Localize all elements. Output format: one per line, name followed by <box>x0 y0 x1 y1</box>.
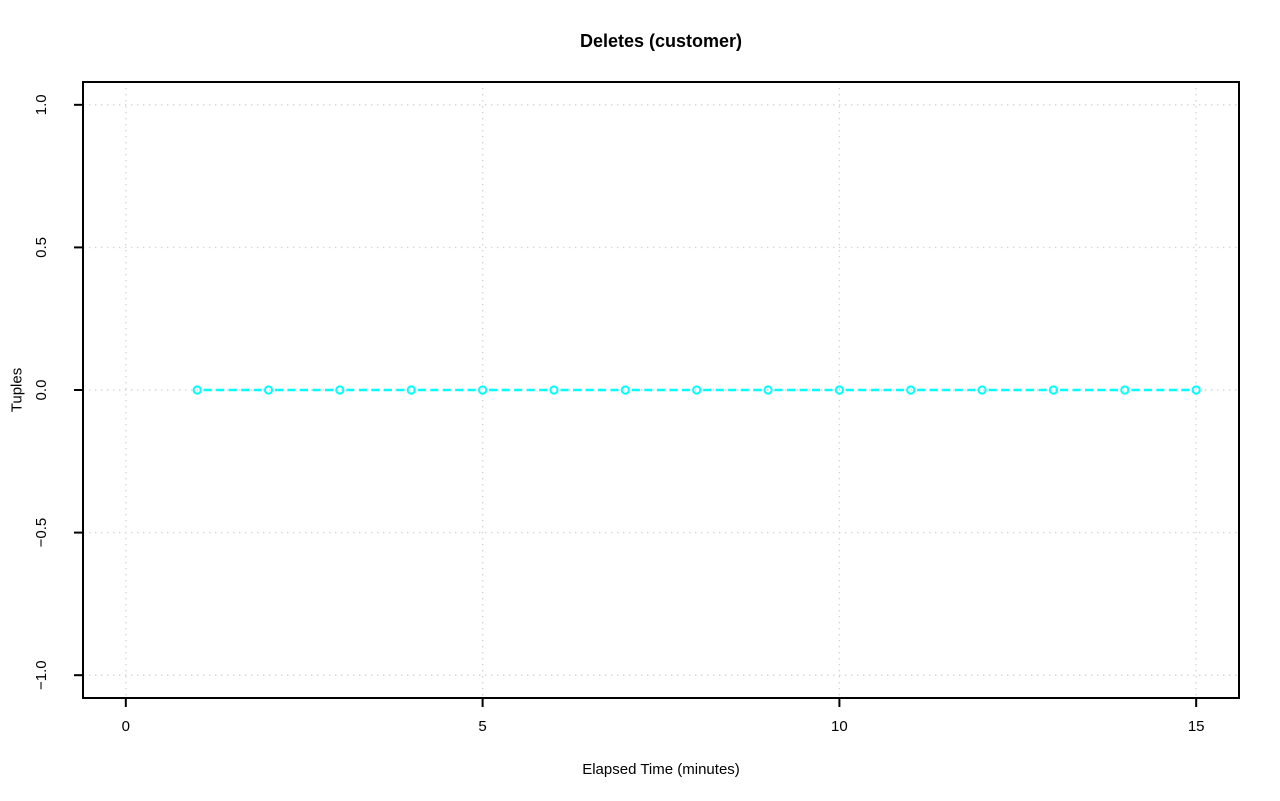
y-tick-label: 0.0 <box>33 380 50 401</box>
x-axis-label: Elapsed Time (minutes) <box>582 761 740 778</box>
y-tick-label: 1.0 <box>33 94 50 115</box>
data-point <box>1048 385 1059 395</box>
data-point <box>620 385 630 395</box>
y-axis-label: Tuples <box>8 367 26 413</box>
y-tick-label: −0.5 <box>33 518 50 548</box>
data-point <box>549 385 559 395</box>
data-point <box>977 385 987 395</box>
data-point <box>1120 385 1130 395</box>
x-tick-label: 10 <box>831 718 848 735</box>
data-point <box>763 385 773 395</box>
plot-box <box>82 81 1240 699</box>
data-point <box>834 385 844 395</box>
data-point <box>1191 385 1201 395</box>
y-tick-label: 0.5 <box>33 237 50 258</box>
y-tick-label: −1.0 <box>33 660 50 690</box>
x-tick-label: 5 <box>478 718 486 735</box>
data-point <box>263 385 274 395</box>
data-point <box>906 385 916 395</box>
x-tick-label: 15 <box>1188 718 1205 735</box>
data-point <box>192 385 202 395</box>
plot-title: Deletes (customer) <box>579 31 743 51</box>
data-point <box>335 385 345 395</box>
x-tick-label: 0 <box>122 718 130 735</box>
data-point <box>406 385 416 395</box>
data-point <box>478 385 488 395</box>
data-point <box>692 385 702 395</box>
